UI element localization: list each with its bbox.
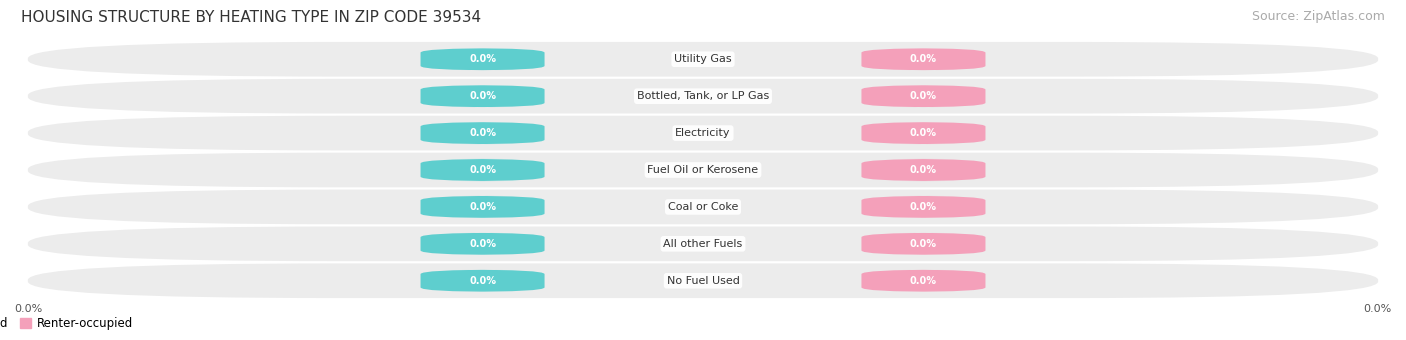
Text: 0.0%: 0.0% <box>470 128 496 138</box>
FancyBboxPatch shape <box>28 79 1378 114</box>
Text: Bottled, Tank, or LP Gas: Bottled, Tank, or LP Gas <box>637 91 769 101</box>
FancyBboxPatch shape <box>862 196 986 218</box>
Text: 0.0%: 0.0% <box>14 304 42 313</box>
Text: HOUSING STRUCTURE BY HEATING TYPE IN ZIP CODE 39534: HOUSING STRUCTURE BY HEATING TYPE IN ZIP… <box>21 10 481 25</box>
Text: 0.0%: 0.0% <box>470 202 496 212</box>
FancyBboxPatch shape <box>28 226 1378 261</box>
FancyBboxPatch shape <box>28 190 1378 224</box>
Text: Fuel Oil or Kerosene: Fuel Oil or Kerosene <box>647 165 759 175</box>
FancyBboxPatch shape <box>420 233 544 255</box>
FancyBboxPatch shape <box>28 153 1378 187</box>
FancyBboxPatch shape <box>862 122 986 144</box>
Text: 0.0%: 0.0% <box>470 165 496 175</box>
Text: Utility Gas: Utility Gas <box>675 54 731 64</box>
Text: Electricity: Electricity <box>675 128 731 138</box>
Text: Coal or Coke: Coal or Coke <box>668 202 738 212</box>
Text: No Fuel Used: No Fuel Used <box>666 276 740 286</box>
Text: 0.0%: 0.0% <box>910 276 936 286</box>
Text: 0.0%: 0.0% <box>910 202 936 212</box>
Text: 0.0%: 0.0% <box>470 54 496 64</box>
Text: Source: ZipAtlas.com: Source: ZipAtlas.com <box>1251 10 1385 23</box>
Text: 0.0%: 0.0% <box>470 91 496 101</box>
FancyBboxPatch shape <box>420 270 544 292</box>
Text: 0.0%: 0.0% <box>910 91 936 101</box>
FancyBboxPatch shape <box>420 159 544 181</box>
FancyBboxPatch shape <box>28 264 1378 298</box>
FancyBboxPatch shape <box>420 85 544 107</box>
Text: All other Fuels: All other Fuels <box>664 239 742 249</box>
FancyBboxPatch shape <box>28 116 1378 150</box>
FancyBboxPatch shape <box>420 196 544 218</box>
Text: 0.0%: 0.0% <box>470 276 496 286</box>
Text: 0.0%: 0.0% <box>910 165 936 175</box>
Text: 0.0%: 0.0% <box>910 128 936 138</box>
FancyBboxPatch shape <box>862 159 986 181</box>
Text: 0.0%: 0.0% <box>1364 304 1392 313</box>
Text: 0.0%: 0.0% <box>910 54 936 64</box>
FancyBboxPatch shape <box>862 85 986 107</box>
FancyBboxPatch shape <box>420 122 544 144</box>
FancyBboxPatch shape <box>862 233 986 255</box>
FancyBboxPatch shape <box>862 48 986 70</box>
Legend: Owner-occupied, Renter-occupied: Owner-occupied, Renter-occupied <box>0 312 138 335</box>
FancyBboxPatch shape <box>420 48 544 70</box>
FancyBboxPatch shape <box>28 42 1378 76</box>
Text: 0.0%: 0.0% <box>910 239 936 249</box>
Text: 0.0%: 0.0% <box>470 239 496 249</box>
FancyBboxPatch shape <box>862 270 986 292</box>
